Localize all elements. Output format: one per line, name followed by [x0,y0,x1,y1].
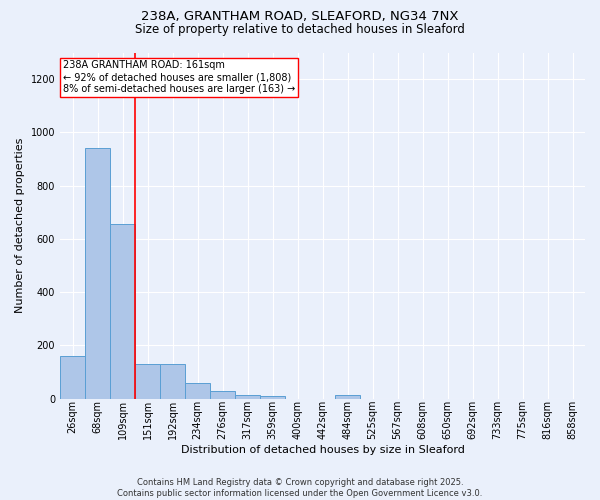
Bar [185,384,210,398]
Bar [235,394,260,398]
Bar [135,364,160,398]
Text: 238A, GRANTHAM ROAD, SLEAFORD, NG34 7NX: 238A, GRANTHAM ROAD, SLEAFORD, NG34 7NX [141,10,459,23]
Bar [85,148,110,398]
Bar [60,356,85,399]
Bar [260,396,285,398]
Bar [335,395,360,398]
Bar [110,224,135,398]
Text: Size of property relative to detached houses in Sleaford: Size of property relative to detached ho… [135,22,465,36]
Text: 238A GRANTHAM ROAD: 161sqm
← 92% of detached houses are smaller (1,808)
8% of se: 238A GRANTHAM ROAD: 161sqm ← 92% of deta… [62,60,295,94]
Bar [160,364,185,398]
Y-axis label: Number of detached properties: Number of detached properties [15,138,25,313]
X-axis label: Distribution of detached houses by size in Sleaford: Distribution of detached houses by size … [181,445,464,455]
Text: Contains HM Land Registry data © Crown copyright and database right 2025.
Contai: Contains HM Land Registry data © Crown c… [118,478,482,498]
Bar [210,390,235,398]
